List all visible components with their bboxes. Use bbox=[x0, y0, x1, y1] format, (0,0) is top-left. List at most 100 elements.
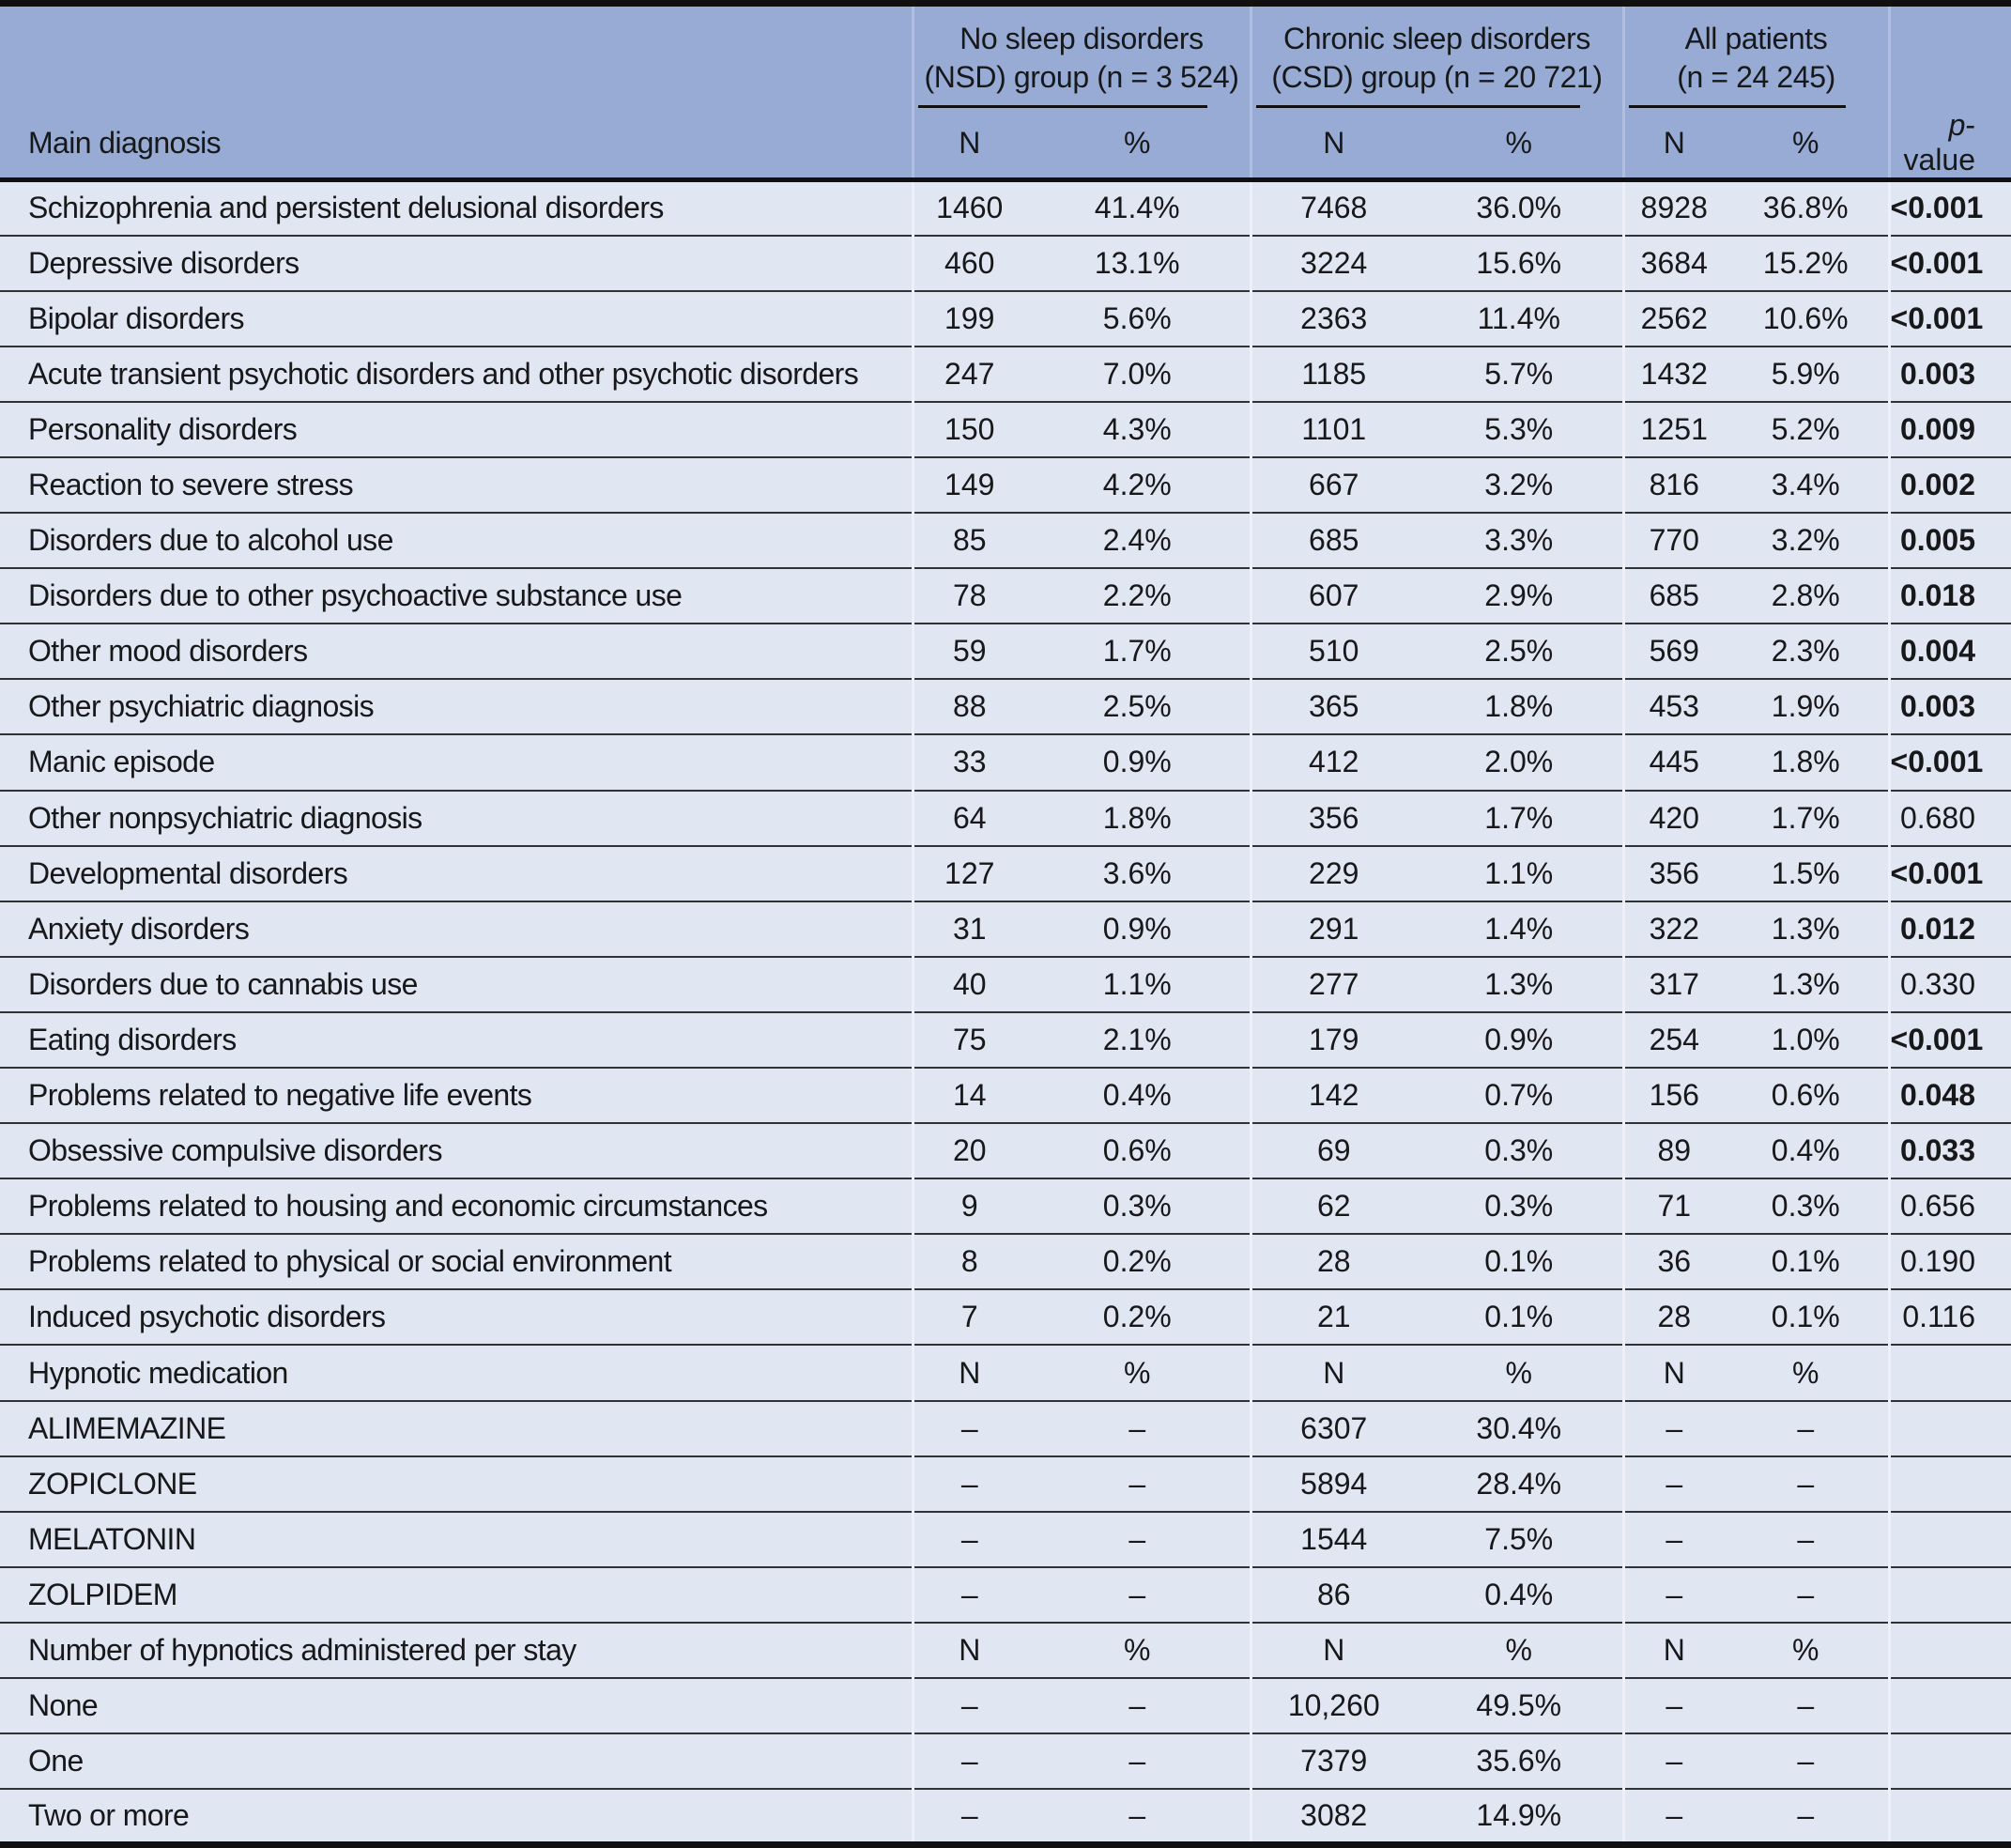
diagnosis-label-cell: ZOPICLONE bbox=[0, 1455, 913, 1512]
group-header-row: No sleep disorders (NSD) group (n = 3 52… bbox=[0, 3, 2011, 108]
diagnosis-label-cell: Number of hypnotics administered per sta… bbox=[0, 1621, 913, 1679]
diagnosis-label-cell: Two or more bbox=[0, 1788, 913, 1845]
nsd-n-cell: – bbox=[911, 1510, 1025, 1567]
csd-n-cell: 28 bbox=[1249, 1233, 1416, 1290]
all-pct-cell: % bbox=[1724, 1344, 1890, 1401]
all-n-cell: – bbox=[1621, 1788, 1725, 1845]
csd-n-cell: 1544 bbox=[1249, 1510, 1416, 1567]
csd-pct-cell: 3.3% bbox=[1416, 512, 1624, 569]
all-pct-cell: 5.9% bbox=[1724, 345, 1890, 402]
p-value-cell: 0.033 bbox=[1887, 1122, 2011, 1179]
table-row: ZOPICLONE – – 5894 28.4% – – bbox=[0, 1455, 2011, 1512]
nsd-pct-cell: 0.9% bbox=[1025, 900, 1251, 957]
csd-pct-cell: 0.1% bbox=[1416, 1233, 1624, 1290]
csd-n-cell: 10,260 bbox=[1249, 1677, 1416, 1734]
table-body: Schizophrenia and persistent delusional … bbox=[0, 179, 2011, 1845]
table-row: Schizophrenia and persistent delusional … bbox=[0, 179, 2011, 236]
csd-n-cell: 7379 bbox=[1249, 1732, 1416, 1790]
table-row: Reaction to severe stress 149 4.2% 667 3… bbox=[0, 455, 2011, 514]
all-n-cell: 89 bbox=[1621, 1122, 1725, 1179]
nsd-n-cell: 8 bbox=[911, 1233, 1025, 1290]
all-n-cell: 420 bbox=[1621, 789, 1725, 846]
nsd-n-cell: 78 bbox=[911, 567, 1025, 624]
nsd-n-cell: – bbox=[911, 1732, 1025, 1790]
nsd-n-cell: 88 bbox=[911, 678, 1025, 735]
all-pct-cell: – bbox=[1724, 1788, 1890, 1845]
nsd-n-cell: – bbox=[911, 1399, 1025, 1456]
diagnosis-label-cell: Acute transient psychotic disorders and … bbox=[0, 345, 913, 402]
all-pct-cell: 2.8% bbox=[1724, 567, 1890, 624]
all-n-cell: 453 bbox=[1621, 678, 1725, 735]
table-row: None – – 10,260 49.5% – – bbox=[0, 1677, 2011, 1734]
nsd-n-cell: 149 bbox=[911, 455, 1025, 514]
nsd-pct-cell: 41.4% bbox=[1025, 179, 1251, 236]
all-pct-cell: 1.9% bbox=[1724, 678, 1890, 735]
p-value-cell bbox=[1887, 1510, 2011, 1567]
diagnosis-label-cell: Schizophrenia and persistent delusional … bbox=[0, 179, 913, 236]
all-pct-cell: – bbox=[1724, 1399, 1890, 1456]
csd-n-header: N bbox=[1249, 108, 1416, 182]
all-n-header: N bbox=[1621, 108, 1725, 182]
all-n-cell: – bbox=[1621, 1677, 1725, 1734]
all-pct-cell: % bbox=[1724, 1621, 1890, 1679]
all-pct-cell: 3.4% bbox=[1724, 455, 1890, 514]
p-value-cell: 0.003 bbox=[1887, 678, 2011, 735]
p-value-cell: <0.001 bbox=[1887, 179, 2011, 236]
all-pct-cell: 0.1% bbox=[1724, 1233, 1890, 1290]
csd-n-cell: 21 bbox=[1249, 1288, 1416, 1346]
csd-n-cell: 142 bbox=[1249, 1066, 1416, 1124]
nsd-pct-cell: 5.6% bbox=[1025, 289, 1251, 346]
csd-n-cell: 69 bbox=[1249, 1122, 1416, 1179]
column-header-row: Main diagnosis N % N % N % p-value bbox=[0, 108, 2011, 182]
diagnosis-label-cell: MELATONIN bbox=[0, 1510, 913, 1567]
table-header: No sleep disorders (NSD) group (n = 3 52… bbox=[0, 3, 2011, 182]
diagnosis-label-cell: Bipolar disorders bbox=[0, 289, 913, 346]
csd-pct-cell: 36.0% bbox=[1416, 179, 1624, 236]
csd-n-cell: 277 bbox=[1249, 955, 1416, 1012]
csd-pct-cell: 1.4% bbox=[1416, 900, 1624, 957]
csd-pct-cell: % bbox=[1416, 1344, 1624, 1401]
all-pct-cell: 1.0% bbox=[1724, 1010, 1890, 1068]
table-row: Problems related to negative life events… bbox=[0, 1066, 2011, 1124]
all-n-cell: 28 bbox=[1621, 1288, 1725, 1346]
all-n-cell: – bbox=[1621, 1510, 1725, 1567]
all-n-cell: 445 bbox=[1621, 733, 1725, 791]
all-n-cell: – bbox=[1621, 1455, 1725, 1512]
diagnosis-label-cell: Disorders due to alcohol use bbox=[0, 512, 913, 569]
diagnosis-label-cell: Reaction to severe stress bbox=[0, 455, 913, 514]
nsd-n-cell: 460 bbox=[911, 234, 1025, 291]
all-n-cell: 156 bbox=[1621, 1066, 1725, 1124]
csd-pct-cell: 30.4% bbox=[1416, 1399, 1624, 1456]
all-n-cell: 816 bbox=[1621, 455, 1725, 514]
p-value-cell: <0.001 bbox=[1887, 844, 2011, 901]
nsd-pct-cell: % bbox=[1025, 1344, 1251, 1401]
all-n-cell: 2562 bbox=[1621, 289, 1725, 346]
csd-n-cell: 179 bbox=[1249, 1010, 1416, 1068]
group-underline bbox=[917, 105, 1207, 108]
diagnosis-label-cell: Manic episode bbox=[0, 733, 913, 791]
nsd-pct-header: % bbox=[1025, 108, 1251, 182]
all-pct-cell: – bbox=[1724, 1510, 1890, 1567]
group-label-wrap: No sleep disorders (NSD) group (n = 3 52… bbox=[914, 7, 1250, 108]
nsd-n-cell: N bbox=[911, 1621, 1025, 1679]
p-value-header: p-value bbox=[1887, 108, 2011, 182]
diagnosis-label-cell: Obsessive compulsive disorders bbox=[0, 1122, 913, 1179]
table-row: Problems related to physical or social e… bbox=[0, 1233, 2011, 1290]
diagnosis-label-cell: Personality disorders bbox=[0, 400, 913, 457]
table-row: Personality disorders 150 4.3% 1101 5.3%… bbox=[0, 400, 2011, 457]
p-value-cell: 0.009 bbox=[1887, 400, 2011, 457]
nsd-pct-cell: 0.2% bbox=[1025, 1288, 1251, 1346]
all-n-cell: 322 bbox=[1621, 900, 1725, 957]
group-label-line: (n = 24 245) bbox=[1677, 60, 1835, 94]
all-pct-cell: 1.3% bbox=[1724, 955, 1890, 1012]
nsd-n-cell: 20 bbox=[911, 1122, 1025, 1179]
nsd-n-cell: 33 bbox=[911, 733, 1025, 791]
group-header-all-patients: All patients (n = 24 245) bbox=[1621, 3, 1890, 108]
group-label-wrap: All patients (n = 24 245) bbox=[1625, 7, 1888, 108]
csd-pct-cell: 1.3% bbox=[1416, 955, 1624, 1012]
p-value-cell bbox=[1887, 1621, 2011, 1679]
group-label-line: Chronic sleep disorders bbox=[1283, 22, 1590, 55]
nsd-pct-cell: 0.9% bbox=[1025, 733, 1251, 791]
table-row: Problems related to housing and economic… bbox=[0, 1178, 2011, 1235]
table-row: Hypnotic medication N % N % N % bbox=[0, 1344, 2011, 1401]
